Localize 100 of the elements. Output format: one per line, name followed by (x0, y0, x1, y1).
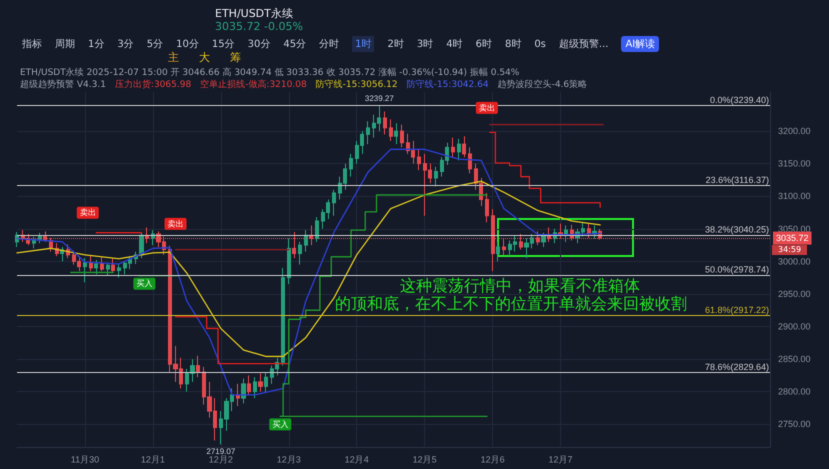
ref-line-label: 78.6%(2829.64) (704, 362, 769, 372)
ref-line-label: 61.8%(2917.22) (704, 304, 769, 315)
candlestick (417, 148, 421, 171)
text: 趋势波段空头-4.6策略 (498, 78, 588, 91)
candlestick (287, 238, 291, 285)
text: 超级趋势预警 V4.3.1 (20, 78, 106, 91)
annotation: 卖出 (80, 208, 96, 218)
text: AI解读 (621, 36, 660, 52)
candlestick (253, 376, 257, 399)
candlestick (304, 230, 308, 252)
annotation: 这种震荡行情中，如果看不准箱体 (400, 276, 640, 295)
y-tick-label: 3050.00 (778, 224, 811, 234)
text: ETH/USDT永续 2025-12-07 15:00 开 3046.66 高 3049.74 低 3033.36 收 3035.72 涨幅 -0.36%(-10.94) 振幅 0.54% (20, 66, 520, 79)
annotation: 卖出 (168, 219, 184, 228)
text: 34:59 (772, 245, 808, 255)
candlestick (366, 120, 370, 145)
annotation: 买入 (136, 279, 152, 288)
ref-line-label: 23.6%(3116.37) (706, 175, 769, 186)
candlestick (485, 192, 489, 223)
candlestick (400, 124, 404, 148)
y-tick-label: 2850.00 (778, 354, 811, 364)
x-tick-label: 12月2 (208, 454, 233, 464)
candlestick (258, 372, 263, 392)
x-tick-label: 12月5 (412, 454, 437, 464)
text: 8时 (504, 38, 522, 51)
y-tick-label: 2800.00 (778, 386, 811, 397)
candlestick (468, 146, 472, 174)
chart-title: ETH/USDT永续 (215, 6, 293, 21)
candlestick (241, 378, 246, 404)
candlestick (451, 137, 455, 158)
text: 主 (168, 50, 179, 65)
text: 防守线-15:3042.64 (406, 78, 489, 91)
candlestick (457, 138, 461, 161)
ref-line-label: 0.0%(3239.40) (710, 94, 769, 105)
candlestick (236, 383, 240, 406)
candlestick (315, 216, 319, 242)
ref-line-label: 38.2%(3040.25) (704, 224, 769, 235)
candlestick (89, 254, 93, 272)
candlestick (83, 258, 87, 283)
x-tick-label: 12月7 (548, 454, 573, 464)
candlestick (106, 262, 110, 276)
candlestick (117, 263, 121, 278)
x-tick-label: 12月3 (276, 454, 301, 464)
candlestick (111, 258, 115, 272)
text: 15分 (212, 38, 235, 51)
y-tick-label: 2900.00 (778, 321, 811, 332)
x-tick-label: 12月6 (480, 454, 505, 464)
candlestick (434, 166, 438, 187)
x-tick-label: 12月4 (344, 454, 369, 464)
candlestick (247, 374, 251, 396)
candlestick (383, 111, 387, 135)
candlestick (332, 189, 336, 216)
text: 筹 (230, 50, 241, 65)
candlestick (389, 118, 393, 142)
text: 6时 (476, 38, 492, 51)
candlestick (462, 136, 466, 158)
text: 10分 (176, 38, 199, 51)
y-tick-label: 2750.00 (778, 419, 811, 430)
candlestick (394, 122, 398, 145)
x-tick-label: 12月1 (140, 454, 165, 464)
y-tick-label: 2950.00 (778, 288, 811, 299)
text: 1分 (88, 38, 104, 51)
text: 压力出货:3065.98 (114, 78, 192, 91)
candlestick (298, 241, 302, 266)
chart-subtitle: 3035.72 -0.05% (215, 20, 303, 33)
text: 指标 (22, 38, 42, 51)
ref-line-label: 50.0%(2978.74) (704, 264, 769, 275)
text: 45分 (283, 38, 306, 51)
text: 30分 (248, 38, 270, 51)
candlestick (94, 260, 98, 275)
candlestick (281, 267, 285, 366)
text: 4时 (446, 38, 463, 51)
x-tick-label: 11月30 (70, 454, 100, 464)
annotation: 买入 (272, 420, 288, 429)
y-tick-label: 3000.00 (778, 256, 811, 266)
text: 2时 (387, 38, 404, 51)
annotation: 3239.27 (364, 94, 394, 104)
text: 空单止损线-做高:3210.08 (200, 78, 307, 91)
candlestick (496, 241, 500, 262)
text: 3分 (117, 38, 134, 51)
candlestick (100, 256, 104, 272)
text: 5分 (146, 38, 164, 51)
y-tick-label: 3200.00 (778, 126, 811, 136)
candlestick (196, 355, 200, 378)
y-tick-label: 3100.00 (778, 191, 811, 202)
candlestick (264, 372, 268, 394)
text: 周期 (55, 38, 75, 51)
candlestick (349, 153, 353, 178)
text: 0s (534, 38, 546, 50)
annotation: 2719.07 (206, 446, 236, 456)
annotation: 的顶和底，在不上不下的位置开单就会来回被收割 (335, 294, 687, 313)
text: 大 (199, 50, 210, 65)
text: 分时 (319, 38, 340, 51)
ref-line-label: 3035.72 (776, 233, 809, 244)
text: 防守线-15:3056.12 (316, 78, 398, 91)
annotation: 卖出 (478, 103, 495, 112)
text: 超级预警... (558, 38, 608, 51)
text: 1时 (352, 36, 374, 52)
y-tick-label: 3150.00 (778, 158, 811, 169)
text: 3时 (416, 38, 434, 51)
